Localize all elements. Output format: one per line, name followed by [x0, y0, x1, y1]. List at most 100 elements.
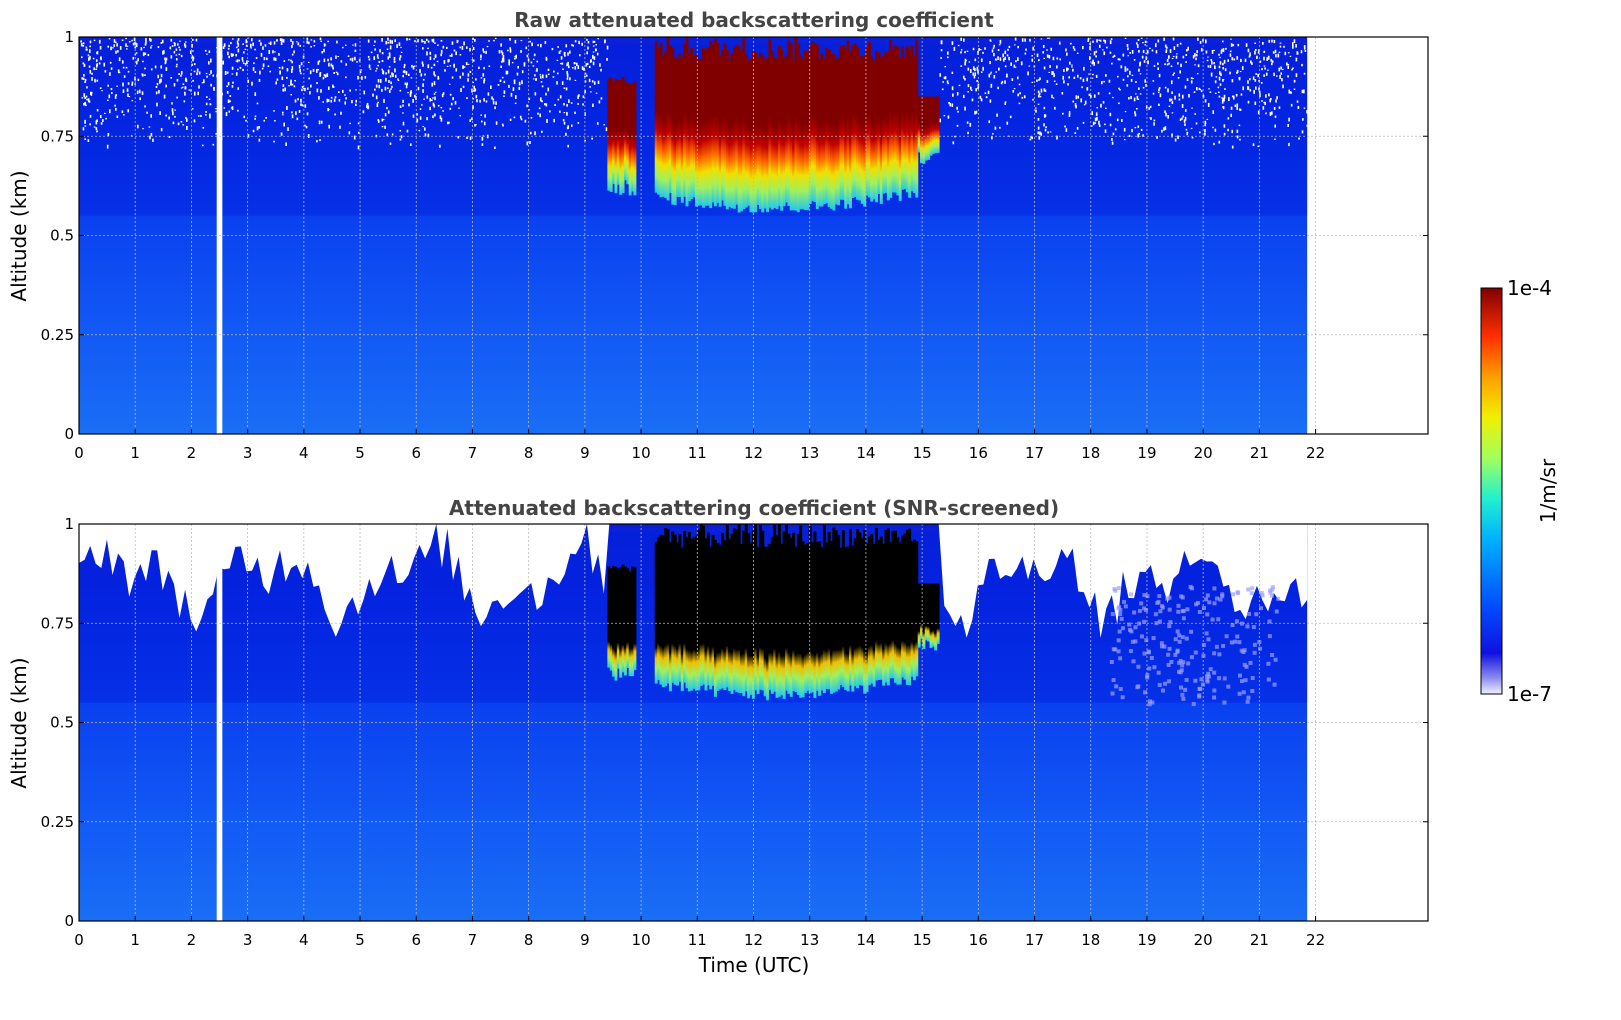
noise-speckle: [1004, 80, 1006, 84]
cloud-column: [811, 41, 815, 202]
noise-speckle: [446, 121, 449, 125]
noise-speckle: [367, 105, 370, 109]
noise-speckle: [446, 65, 449, 67]
noise-speckle: [579, 54, 581, 57]
noise-speckle: [84, 96, 87, 99]
noise-speckle: [574, 66, 577, 70]
noise-speckle: [225, 112, 228, 117]
cloud-column: [690, 539, 694, 691]
noise-speckle: [483, 50, 485, 54]
noise-speckle: [175, 54, 178, 56]
noise-speckle: [508, 84, 510, 88]
noise-speckle: [988, 73, 991, 78]
noise-speckle: [189, 50, 192, 55]
noise-speckle: [1252, 650, 1257, 655]
cloud-column: [668, 542, 672, 692]
noise-speckle: [1080, 98, 1083, 103]
x-tick-label: 13: [800, 931, 819, 949]
noise-speckle: [100, 122, 103, 125]
noise-speckle: [420, 104, 423, 106]
x-tick-label: 20: [1194, 444, 1213, 462]
noise-speckle: [1144, 608, 1149, 613]
cloud-column: [770, 50, 774, 210]
noise-speckle: [1116, 586, 1121, 591]
cloud-column: [699, 58, 703, 206]
noise-speckle: [1250, 60, 1252, 64]
noise-speckle: [1031, 55, 1034, 57]
noise-speckle: [529, 131, 532, 135]
noise-speckle: [148, 126, 151, 128]
cloud-column: [794, 546, 798, 693]
noise-speckle: [306, 68, 309, 70]
noise-speckle: [1095, 112, 1098, 116]
noise-speckle: [439, 115, 442, 119]
cloud-column: [792, 59, 796, 211]
noise-speckle: [209, 113, 211, 117]
noise-speckle: [1038, 78, 1040, 81]
noise-speckle: [1248, 55, 1251, 58]
noise-speckle: [1134, 113, 1137, 117]
noise-speckle: [1179, 118, 1182, 121]
cloud-column: [799, 525, 803, 698]
noise-speckle: [192, 50, 194, 52]
noise-speckle: [1273, 72, 1275, 77]
noise-speckle: [213, 87, 215, 91]
noise-speckle: [1152, 665, 1157, 670]
noise-speckle: [422, 47, 424, 50]
noise-speckle: [174, 115, 176, 118]
cloud-column: [865, 47, 869, 196]
noise-speckle: [1091, 111, 1094, 116]
noise-speckle: [176, 96, 178, 99]
noise-speckle: [381, 52, 384, 55]
x-tick-label: 15: [913, 931, 932, 949]
noise-speckle: [1086, 87, 1089, 91]
noise-speckle: [366, 104, 368, 109]
noise-speckle: [410, 77, 413, 79]
noise-speckle: [977, 50, 979, 55]
x-tick-label: 5: [355, 931, 365, 949]
noise-speckle: [400, 135, 403, 139]
noise-speckle: [1222, 48, 1225, 52]
noise-speckle: [442, 92, 445, 95]
noise-speckle: [1131, 659, 1136, 664]
noise-speckle: [417, 86, 420, 91]
noise-speckle: [1142, 49, 1145, 54]
noise-speckle: [1051, 71, 1053, 76]
noise-speckle: [1185, 128, 1188, 131]
cloud-column: [671, 531, 675, 683]
x-tick-label: 8: [524, 444, 534, 462]
noise-speckle: [1222, 97, 1224, 102]
noise-speckle: [327, 86, 330, 90]
noise-speckle: [471, 88, 473, 93]
noise-speckle: [588, 65, 591, 69]
noise-speckle: [939, 73, 942, 77]
noise-speckle: [300, 62, 303, 66]
noise-speckle: [534, 131, 536, 136]
noise-speckle: [317, 69, 320, 71]
noise-speckle: [1296, 100, 1299, 103]
noise-speckle: [431, 82, 434, 87]
noise-speckle: [164, 57, 166, 61]
cloud-column: [927, 583, 931, 642]
cloud-column: [834, 59, 838, 205]
noise-speckle: [1218, 76, 1221, 81]
noise-speckle: [443, 60, 446, 64]
noise-speckle: [198, 71, 201, 75]
noise-speckle: [1245, 699, 1250, 704]
noise-speckle: [466, 97, 468, 100]
noise-speckle: [1158, 87, 1161, 90]
noise-speckle: [553, 70, 555, 73]
noise-speckle: [227, 51, 229, 56]
noise-speckle: [152, 138, 154, 142]
noise-speckle: [1193, 678, 1198, 683]
noise-speckle: [425, 38, 428, 42]
noise-speckle: [1004, 65, 1007, 68]
noise-speckle: [1264, 101, 1266, 106]
noise-speckle: [210, 58, 212, 63]
noise-speckle: [200, 114, 202, 117]
noise-speckle: [1118, 608, 1123, 613]
noise-speckle: [1136, 95, 1139, 100]
noise-speckle: [1251, 62, 1253, 65]
cloud-column: [628, 571, 632, 677]
noise-speckle: [1189, 629, 1194, 634]
